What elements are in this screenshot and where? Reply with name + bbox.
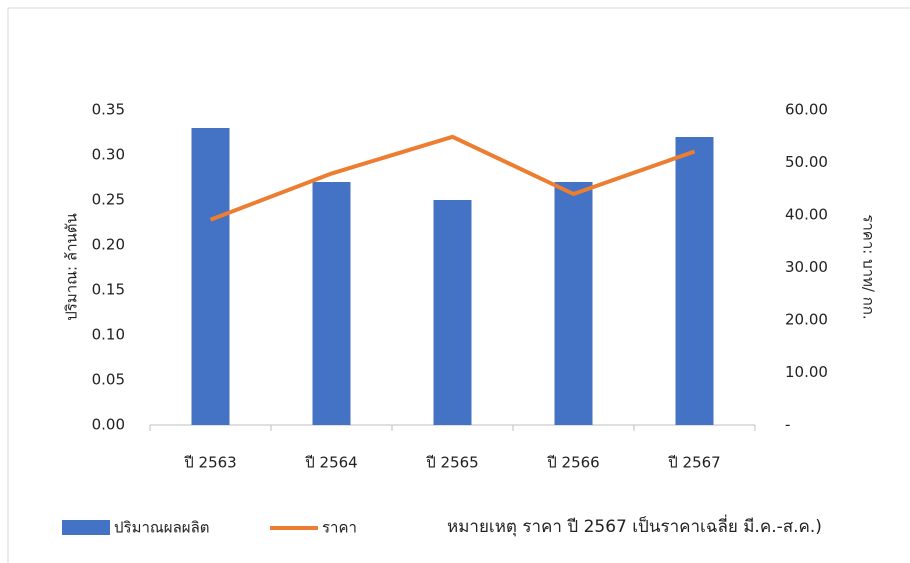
x-tick-label: ปี 2564: [304, 454, 357, 472]
legend-label: ราคา: [322, 519, 357, 537]
y-tick-label: 0.10: [92, 326, 125, 344]
bar: [312, 182, 351, 425]
y2-tick-label: -: [785, 416, 790, 434]
y-tick-label: 0.30: [92, 146, 125, 164]
y-tick-label: 0.20: [92, 236, 125, 254]
x-tick-label: ปี 2567: [667, 454, 720, 472]
y2-tick-label: 20.00: [785, 311, 828, 329]
bar: [554, 182, 593, 425]
legend-label: ปริมาณผลผลิต: [114, 519, 210, 537]
y-axis-title: ปริมาณ: ล้านตัน: [63, 213, 81, 321]
y2-tick-label: 50.00: [785, 153, 828, 171]
x-tick-label: ปี 2563: [183, 454, 236, 472]
y-tick-label: 0.00: [92, 416, 125, 434]
y2-tick-label: 40.00: [785, 206, 828, 224]
y2-tick-label: 30.00: [785, 258, 828, 276]
note: หมายเหตุ ราคา ปี 2567 เป็นราคาเฉลี่ย มี.…: [447, 514, 822, 537]
y2-tick-label: 10.00: [785, 363, 828, 381]
bar: [433, 200, 472, 425]
bar: [191, 128, 230, 425]
y-tick-label: 0.05: [92, 371, 125, 389]
x-tick-label: ปี 2566: [546, 454, 599, 472]
line: [209, 134, 696, 222]
y-tick-label: 0.35: [92, 101, 125, 119]
y-tick-label: 0.25: [92, 191, 125, 209]
legend-swatch: [62, 520, 110, 535]
x-tick-label: ปี 2565: [425, 454, 478, 472]
bar: [675, 137, 714, 425]
y2-tick-label: 60.00: [785, 101, 828, 119]
y-tick-label: 0.15: [92, 281, 125, 299]
y2-axis-title: ราคา: บาท/ กก.: [860, 214, 878, 319]
